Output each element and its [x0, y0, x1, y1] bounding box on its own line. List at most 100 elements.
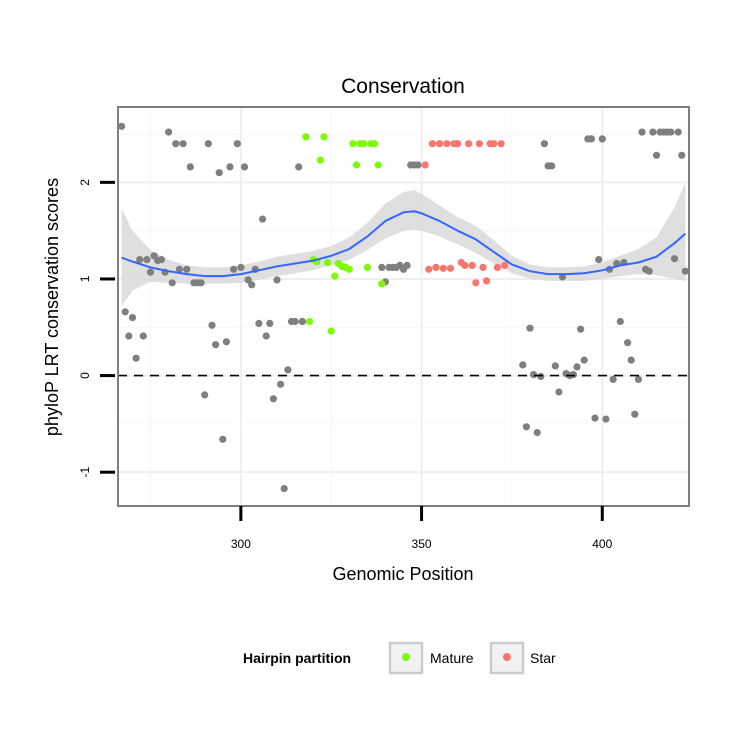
data-point-background — [237, 263, 245, 271]
y-tick-label: 2 — [78, 179, 92, 186]
data-point-background — [262, 332, 270, 340]
data-point-mature — [378, 280, 386, 288]
data-point-background — [587, 135, 596, 143]
data-point-background — [201, 391, 209, 399]
data-point-background — [219, 435, 227, 443]
data-point-background — [204, 140, 212, 148]
data-point-background — [609, 375, 617, 383]
x-axis-title: Genomic Position — [332, 564, 473, 584]
data-point-background — [540, 140, 549, 148]
data-point-star — [483, 277, 491, 285]
data-point-background — [616, 317, 624, 326]
data-point-mature — [363, 263, 371, 271]
data-point-background — [208, 321, 216, 329]
data-point-background — [580, 356, 588, 364]
legend-title: Hairpin partition — [243, 650, 351, 666]
data-point-background — [649, 128, 657, 136]
data-point-star — [439, 264, 447, 272]
data-point-background — [125, 332, 133, 340]
plot-border — [117, 106, 690, 507]
data-point-background — [215, 169, 223, 177]
data-point-background — [530, 371, 538, 379]
data-point-mature — [360, 140, 368, 148]
y-tick-label: 1 — [78, 275, 92, 282]
data-point-star — [428, 140, 436, 148]
data-point-star — [490, 140, 498, 148]
data-point-background — [670, 255, 679, 263]
data-point-background — [132, 354, 140, 362]
data-point-background — [266, 319, 274, 327]
x-tick-label: 350 — [412, 537, 432, 551]
data-point-background — [624, 339, 632, 347]
data-point-background — [551, 362, 559, 370]
data-point-background — [569, 371, 578, 379]
data-point-background — [259, 215, 267, 223]
data-point-background — [212, 341, 220, 349]
data-point-star — [421, 161, 429, 169]
data-point-background — [291, 317, 299, 326]
confidence-ribbon-layer — [121, 182, 686, 306]
plot-background — [118, 107, 689, 506]
data-point-background — [537, 372, 545, 381]
data-point-background — [533, 429, 541, 437]
data-point-background — [555, 388, 563, 396]
data-point-background — [577, 325, 585, 333]
data-point-mature — [327, 327, 335, 335]
data-point-background — [139, 332, 147, 340]
data-point-mature — [316, 156, 324, 164]
data-point-background — [118, 122, 126, 130]
data-point-background — [602, 415, 610, 423]
data-point-background — [197, 279, 205, 287]
data-point-star — [425, 265, 433, 273]
data-point-background — [280, 485, 288, 493]
data-point-star — [443, 140, 451, 148]
smooth-line — [121, 210, 687, 278]
data-point-star — [436, 140, 444, 148]
legend-swatch-mature — [402, 653, 410, 661]
data-point-mature — [305, 317, 314, 326]
x-tick-label: 400 — [592, 537, 612, 551]
data-point-background — [172, 140, 180, 148]
data-point-background — [277, 380, 285, 388]
data-point-star — [493, 263, 502, 271]
data-point-star — [465, 140, 473, 148]
data-point-background — [526, 324, 534, 332]
data-point-background — [121, 308, 129, 316]
data-point-background — [175, 265, 183, 273]
data-point-background — [168, 279, 176, 287]
confidence-ribbon — [121, 182, 686, 306]
data-point-star — [475, 140, 483, 148]
data-point-background — [631, 410, 639, 418]
axes: 300 350 400 -1 0 1 2 — [78, 106, 690, 551]
chart-title: Conservation — [341, 75, 465, 98]
data-point-background — [591, 414, 599, 422]
data-point-mature — [374, 161, 382, 169]
data-point-background — [269, 395, 277, 403]
data-point-background — [414, 161, 422, 169]
data-point-mature — [331, 272, 339, 280]
data-point-background — [295, 163, 303, 171]
data-point-background — [136, 256, 144, 264]
data-points — [118, 122, 690, 493]
data-point-background — [403, 261, 411, 269]
data-point-mature — [320, 133, 328, 141]
grid-lines — [118, 107, 689, 506]
data-point-background — [378, 263, 386, 271]
overlay-layer — [118, 210, 689, 377]
data-point-background — [240, 163, 249, 171]
y-axis-title: phyloP LRT conservation scores — [42, 178, 62, 436]
data-point-background — [183, 265, 191, 273]
y-tick-label: 0 — [78, 372, 92, 379]
data-point-star — [461, 261, 469, 269]
data-point-star — [468, 261, 476, 269]
data-point-background — [627, 356, 635, 364]
data-point-background — [678, 151, 686, 159]
data-point-star — [479, 263, 487, 271]
legend-swatch-star — [503, 653, 511, 661]
data-point-background — [519, 361, 527, 369]
data-point-background — [548, 162, 556, 170]
data-point-background — [186, 163, 194, 171]
data-point-mature — [324, 258, 332, 267]
data-point-background — [255, 319, 263, 327]
